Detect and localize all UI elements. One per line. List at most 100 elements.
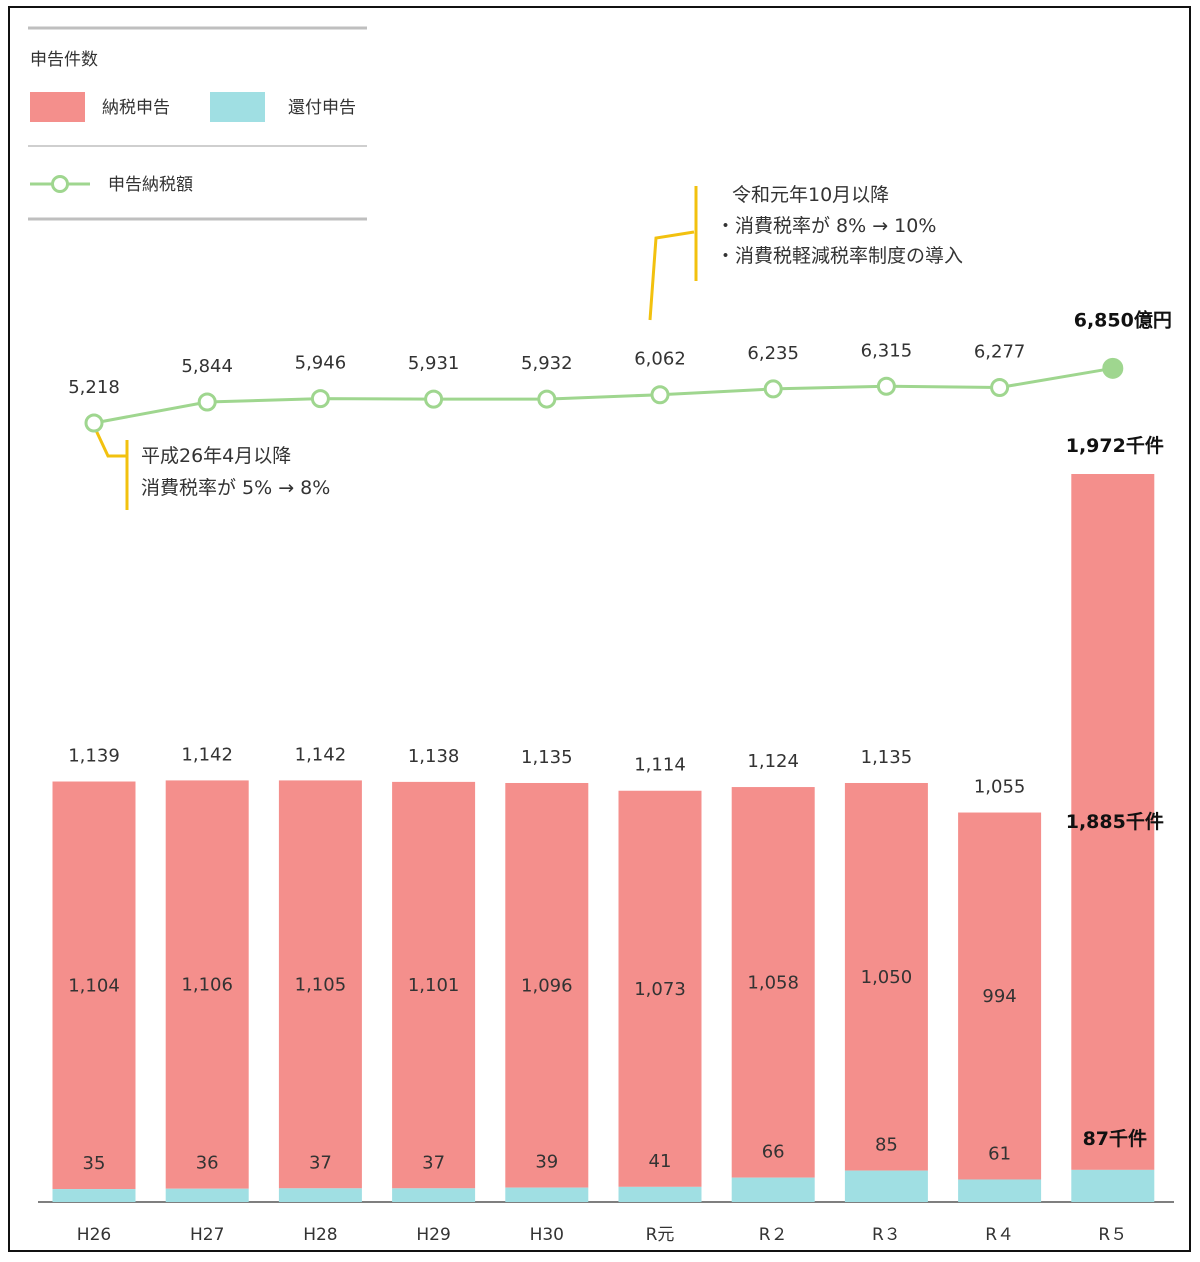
line-point-H28 [310, 389, 330, 409]
bar-payment-H30 [505, 782, 589, 1188]
data-label-total: 1,135 [861, 747, 913, 768]
legend-swatch-payment [30, 92, 85, 122]
data-label-line: 6,315 [861, 340, 913, 361]
data-label-payment: 1,050 [861, 967, 913, 988]
data-label-total: 1,135 [521, 747, 573, 768]
x-tick-label: H27 [190, 1225, 224, 1245]
data-label-total: 1,055 [974, 777, 1026, 798]
chart-frame: 申告件数 納税申告 還付申告 申告納税額 平成26年4月以降 消費税率が 5% … [8, 6, 1191, 1252]
annotation-h26-connector [92, 425, 126, 458]
data-label-payment: 1,096 [521, 975, 573, 996]
bar-refund-R５ [1071, 1169, 1155, 1202]
annotation-r1-line3: ・消費税軽減税率制度の導入 [716, 245, 963, 267]
data-label-refund: 36 [196, 1153, 219, 1174]
bar-refund-H29 [392, 1188, 476, 1202]
data-label-payment: 1,101 [408, 975, 460, 996]
data-label-payment: 994 [982, 986, 1016, 1007]
data-label-total: 1,139 [68, 746, 120, 767]
data-label-total: 1,972千件 [1066, 434, 1164, 457]
line-point-R元 [650, 385, 670, 405]
data-label-payment: 1,105 [295, 974, 347, 995]
data-label-total: 1,138 [408, 746, 460, 767]
annotation-h26: 平成26年4月以降 消費税率が 5% → 8% [92, 425, 330, 510]
legend-title: 申告件数 [30, 50, 98, 70]
bar-payment-R元 [618, 790, 702, 1187]
line-point-R３ [876, 376, 896, 396]
data-label-line: 6,277 [974, 342, 1026, 363]
data-label-refund: 37 [422, 1152, 445, 1173]
bar-refund-R３ [844, 1170, 928, 1202]
annotation-r1-line2: ・消費税率が 8% → 10% [716, 215, 936, 237]
bar-payment-R３ [844, 782, 928, 1171]
data-label-refund: 37 [309, 1152, 332, 1173]
data-label-payment: 1,058 [747, 972, 799, 993]
data-label-refund: 39 [535, 1152, 558, 1173]
labels-layer: H26 1,139 1,104 35 H27 1,142 1,106 36 H28 1,142 1,… [68, 308, 1172, 1245]
data-label-line: 5,932 [521, 353, 573, 374]
line-point-H30 [537, 389, 557, 409]
data-label-payment: 1,104 [68, 975, 120, 996]
bar-refund-H26 [52, 1189, 136, 1202]
legend-line-marker [51, 175, 69, 193]
data-label-payment: 1,106 [181, 975, 233, 996]
legend-swatch-refund [210, 92, 265, 122]
bar-payment-H29 [392, 781, 476, 1189]
annotation-r1-line1: 令和元年10月以降 [732, 184, 889, 206]
data-label-refund: 87千件 [1083, 1127, 1147, 1150]
legend: 申告件数 納税申告 還付申告 申告納税額 [28, 26, 367, 221]
annotation-h26-line2: 消費税率が 5% → 8% [141, 477, 330, 499]
data-label-line: 5,844 [181, 356, 233, 377]
bars-layer [38, 474, 1174, 1203]
bar-payment-R２ [731, 787, 815, 1178]
data-label-refund: 61 [988, 1143, 1011, 1164]
line-point-R２ [763, 379, 783, 399]
bar-payment-H27 [165, 780, 249, 1189]
bar-refund-H27 [165, 1188, 249, 1202]
bar-payment-H26 [52, 781, 136, 1190]
line-point-H29 [424, 389, 444, 409]
annotation-r1: 令和元年10月以降 ・消費税率が 8% → 10% ・消費税軽減税率制度の導入 [648, 184, 963, 321]
data-label-payment: 1,073 [634, 979, 686, 1000]
line-point-R５ [1102, 357, 1124, 379]
x-tick-label: R４ [985, 1225, 1014, 1245]
bar-refund-H30 [505, 1187, 589, 1202]
annotation-h26-line1: 平成26年4月以降 [141, 445, 291, 467]
legend-label-line: 申告納税額 [108, 175, 193, 195]
x-tick-label: H26 [77, 1225, 111, 1245]
line-tax-amount [93, 366, 1114, 425]
data-label-line: 6,850億円 [1074, 308, 1172, 331]
x-tick-label: R３ [872, 1225, 901, 1245]
data-label-refund: 41 [649, 1151, 672, 1172]
x-tick-label: H30 [530, 1225, 564, 1245]
annotation-r1-connector [648, 230, 695, 321]
bar-refund-R元 [618, 1186, 702, 1202]
bar-payment-R４ [958, 812, 1042, 1180]
data-label-line: 6,235 [747, 343, 799, 364]
line-point-R４ [990, 378, 1010, 398]
legend-label-payment: 納税申告 [102, 98, 170, 118]
x-tick-label: R２ [759, 1225, 788, 1245]
x-tick-label: H28 [303, 1225, 337, 1245]
line-point-H26 [84, 413, 104, 433]
legend-label-refund: 還付申告 [288, 98, 356, 118]
data-label-line: 5,218 [68, 377, 120, 398]
data-label-line: 5,931 [408, 353, 460, 374]
data-label-refund: 66 [762, 1142, 785, 1163]
data-label-total: 1,114 [634, 755, 686, 776]
line-point-H27 [197, 392, 217, 412]
data-label-total: 1,124 [747, 751, 799, 772]
bar-refund-R４ [958, 1179, 1042, 1202]
x-tick-label: R５ [1098, 1225, 1127, 1245]
bar-payment-H28 [278, 780, 362, 1189]
bar-payment-R５ [1071, 474, 1155, 1170]
data-label-line: 5,946 [295, 353, 347, 374]
line-layer [84, 357, 1124, 433]
bar-refund-H28 [278, 1188, 362, 1202]
data-label-total: 1,142 [181, 744, 233, 765]
data-label-payment: 1,885千件 [1066, 810, 1164, 833]
bar-refund-R２ [731, 1177, 815, 1202]
data-label-line: 6,062 [634, 349, 686, 370]
data-label-total: 1,142 [295, 744, 347, 765]
data-label-refund: 85 [875, 1135, 898, 1156]
x-tick-label: R元 [646, 1225, 675, 1245]
